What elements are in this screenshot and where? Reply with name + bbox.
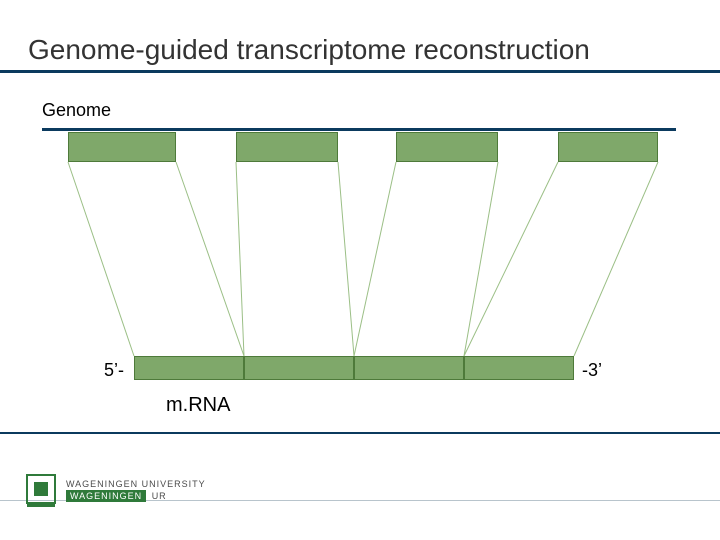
wageningen-logo-icon: [26, 474, 56, 508]
exon: [68, 132, 176, 162]
three-prime-label: -3’: [582, 360, 602, 381]
mrna-label: m.RNA: [166, 394, 230, 417]
genome-axis: [42, 128, 676, 131]
mrna-segment: [464, 356, 574, 380]
page-title: Genome-guided transcriptome reconstructi…: [28, 34, 590, 66]
logo-suffix: UR: [152, 491, 167, 501]
logo-badge: WAGENINGEN: [66, 490, 146, 502]
wageningen-logo: WAGENINGEN UNIVERSITY WAGENINGEN UR: [26, 474, 206, 508]
exon: [236, 132, 338, 162]
exon: [396, 132, 498, 162]
splice-connectors: [0, 0, 720, 540]
mrna-segment: [244, 356, 354, 380]
wageningen-logo-text: WAGENINGEN UNIVERSITY WAGENINGEN UR: [66, 479, 206, 502]
mrna-segment: [134, 356, 244, 380]
genome-label: Genome: [42, 100, 111, 121]
five-prime-label: 5’-: [104, 360, 124, 381]
title-underline: [0, 70, 720, 73]
mrna-segment: [354, 356, 464, 380]
exon: [558, 132, 658, 162]
footer-rule: [0, 432, 720, 434]
logo-line2: WAGENINGEN UR: [66, 491, 206, 503]
